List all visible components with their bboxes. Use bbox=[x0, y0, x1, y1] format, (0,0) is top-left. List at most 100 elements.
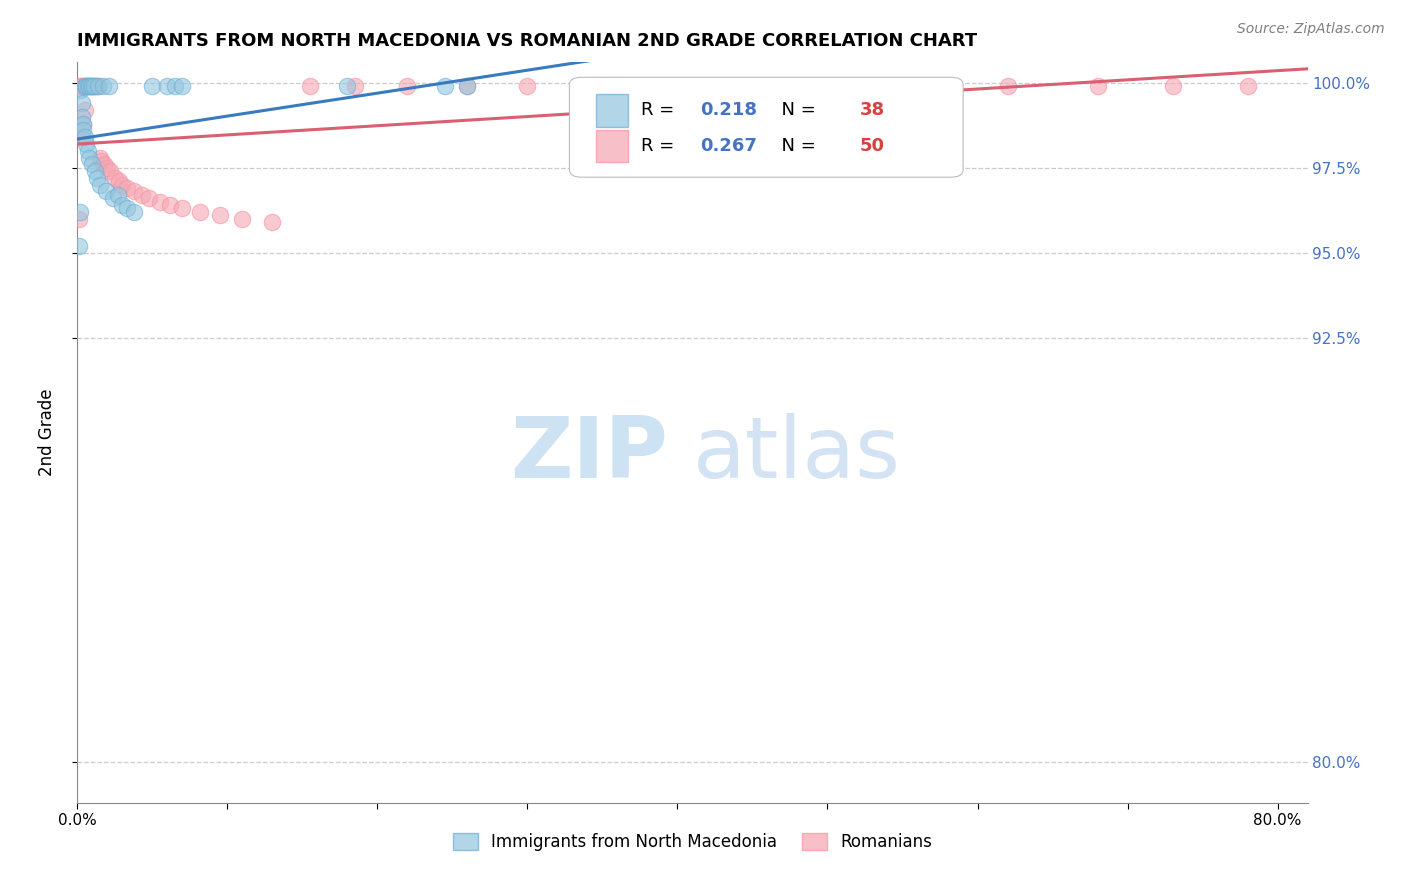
Text: ZIP: ZIP bbox=[510, 413, 668, 496]
Point bbox=[97, 79, 120, 94]
Point bbox=[91, 79, 114, 94]
Point bbox=[741, 79, 763, 94]
Point bbox=[82, 79, 104, 94]
Point bbox=[433, 79, 456, 94]
Point bbox=[231, 211, 253, 226]
Point bbox=[76, 79, 98, 94]
Point bbox=[115, 202, 138, 216]
Point bbox=[83, 79, 105, 94]
Point bbox=[80, 79, 103, 94]
Point bbox=[80, 79, 103, 94]
Point bbox=[131, 187, 153, 202]
Point bbox=[87, 79, 110, 94]
Point bbox=[84, 164, 107, 178]
Point bbox=[76, 144, 98, 158]
Point bbox=[262, 215, 284, 229]
Point bbox=[73, 79, 96, 94]
Point bbox=[72, 117, 94, 131]
Point bbox=[67, 239, 90, 253]
Text: 38: 38 bbox=[860, 101, 884, 119]
Point bbox=[72, 79, 94, 94]
Point bbox=[107, 187, 129, 202]
Point bbox=[86, 170, 108, 185]
Point bbox=[83, 79, 105, 94]
Point bbox=[163, 79, 186, 94]
Bar bbox=[596, 95, 628, 127]
Point bbox=[70, 110, 93, 124]
Text: atlas: atlas bbox=[693, 413, 900, 496]
Bar bbox=[596, 130, 628, 162]
Point bbox=[1087, 79, 1109, 94]
Point bbox=[76, 79, 98, 94]
Point bbox=[172, 79, 194, 94]
Point bbox=[907, 79, 929, 94]
Text: N =: N = bbox=[770, 101, 821, 119]
Point bbox=[124, 185, 146, 199]
Point bbox=[89, 178, 111, 192]
Point bbox=[188, 205, 212, 219]
Point bbox=[87, 79, 110, 94]
FancyBboxPatch shape bbox=[569, 78, 963, 178]
Point bbox=[94, 185, 117, 199]
Point bbox=[516, 79, 538, 94]
Y-axis label: 2nd Grade: 2nd Grade bbox=[38, 389, 56, 476]
Text: R =: R = bbox=[641, 101, 679, 119]
Point bbox=[159, 198, 181, 212]
Text: R =: R = bbox=[641, 137, 679, 155]
Point bbox=[86, 79, 108, 94]
Point bbox=[98, 164, 121, 178]
Point bbox=[73, 130, 96, 145]
Point bbox=[124, 205, 146, 219]
Point bbox=[111, 178, 134, 192]
Point bbox=[591, 79, 613, 94]
Point bbox=[82, 157, 104, 171]
Point bbox=[84, 79, 107, 94]
Point bbox=[997, 79, 1019, 94]
Point bbox=[67, 211, 90, 226]
Point bbox=[396, 79, 419, 94]
Point bbox=[79, 79, 101, 94]
Point bbox=[111, 198, 134, 212]
Point bbox=[138, 191, 160, 205]
Point bbox=[141, 79, 163, 94]
Point bbox=[156, 79, 179, 94]
Point bbox=[75, 79, 97, 94]
Point bbox=[69, 205, 91, 219]
Point bbox=[82, 79, 104, 94]
Point bbox=[90, 153, 112, 168]
Point bbox=[72, 123, 94, 137]
Point bbox=[336, 79, 359, 94]
Point bbox=[79, 151, 101, 165]
Point bbox=[149, 194, 172, 209]
Point bbox=[69, 82, 91, 96]
Point bbox=[298, 79, 321, 94]
Point bbox=[96, 161, 118, 175]
Point bbox=[172, 202, 194, 216]
Point bbox=[103, 191, 125, 205]
Point bbox=[93, 157, 115, 171]
Text: 0.267: 0.267 bbox=[700, 137, 756, 155]
Text: Source: ZipAtlas.com: Source: ZipAtlas.com bbox=[1237, 22, 1385, 37]
Point bbox=[456, 79, 478, 94]
Point bbox=[208, 208, 231, 222]
Point bbox=[115, 181, 138, 195]
Point bbox=[817, 79, 839, 94]
Point bbox=[70, 96, 93, 111]
Text: N =: N = bbox=[770, 137, 821, 155]
Point bbox=[343, 79, 366, 94]
Point bbox=[108, 174, 131, 188]
Point bbox=[104, 170, 127, 185]
Legend: Immigrants from North Macedonia, Romanians: Immigrants from North Macedonia, Romania… bbox=[446, 826, 939, 857]
Point bbox=[666, 79, 689, 94]
Point bbox=[79, 79, 101, 94]
Point bbox=[89, 151, 111, 165]
Text: 50: 50 bbox=[860, 137, 884, 155]
Text: IMMIGRANTS FROM NORTH MACEDONIA VS ROMANIAN 2ND GRADE CORRELATION CHART: IMMIGRANTS FROM NORTH MACEDONIA VS ROMAN… bbox=[77, 32, 977, 50]
Point bbox=[70, 130, 93, 145]
Point bbox=[1161, 79, 1184, 94]
Point bbox=[1236, 79, 1258, 94]
Point bbox=[69, 79, 91, 94]
Point bbox=[456, 79, 478, 94]
Point bbox=[72, 117, 94, 131]
Point bbox=[70, 79, 93, 94]
